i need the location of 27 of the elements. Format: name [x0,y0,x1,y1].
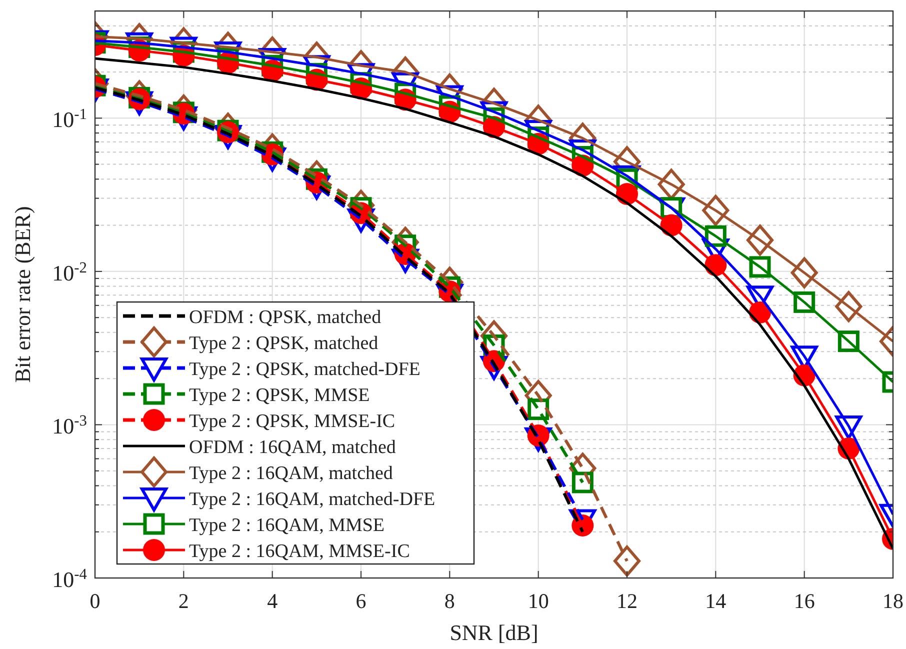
legend-label: Type 2 : 16QAM, matched-DFE [189,489,436,510]
legend-label: Type 2 : 16QAM, MMSE [189,515,385,536]
x-tick-label: 10 [528,589,549,613]
y-tick-label: 10$^{-4}$ [52,566,88,592]
y-tick-label: 10$^{-1}$ [52,106,87,132]
legend-label: Type 2 : QPSK, MMSE [189,385,370,406]
legend-label: Type 2 : QPSK, matched [189,333,379,354]
y-axis-title: Bit error rate (BER) [10,206,35,383]
x-tick-label: 14 [705,589,727,613]
legend-label: OFDM : 16QAM, matched [189,437,396,458]
y-tick-label: 10$^{-3}$ [52,412,88,439]
y-tick-label: 10$^{-2}$ [52,258,87,286]
x-axis-title: SNR [dB] [450,620,538,645]
x-tick-label: 12 [616,589,638,613]
legend-label: Type 2 : 16QAM, matched [189,463,394,484]
x-tick-label: 18 [882,589,904,613]
x-tick-label: 2 [178,589,189,613]
x-tick-label: 8 [444,589,455,613]
x-tick-label: 4 [267,589,278,613]
x-tick-label: 6 [356,589,366,613]
legend-label: Type 2 : QPSK, matched-DFE [189,359,420,380]
legend-label: Type 2 : 16QAM, MMSE-IC [189,541,410,562]
x-tick-label: 16 [794,589,815,613]
point [614,546,640,577]
x-tick-label: 0 [90,589,100,613]
legend-label: OFDM : QPSK, matched [189,307,382,328]
legend-label: Type 2 : QPSK, MMSE-IC [189,411,396,432]
